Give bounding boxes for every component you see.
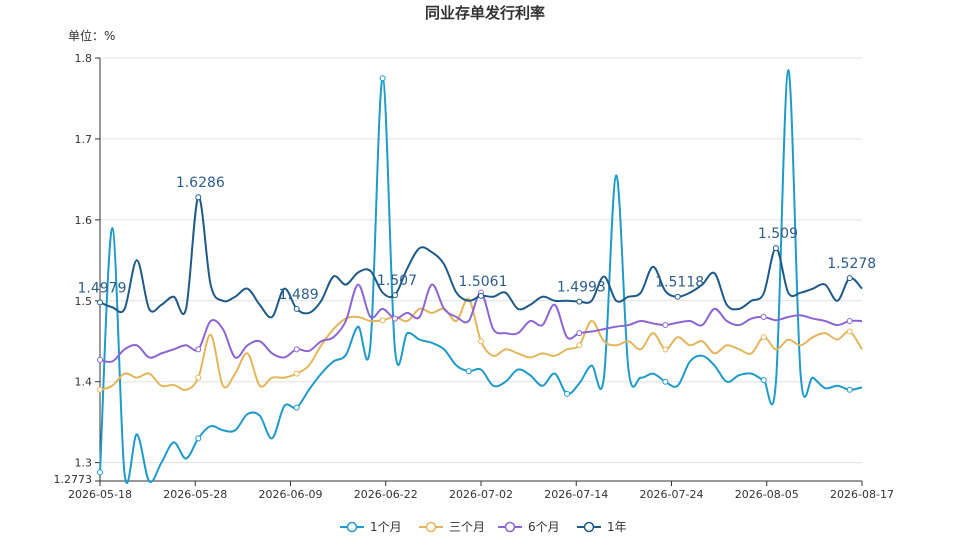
series-2-point: [293, 370, 300, 377]
y-tick-label: 1.8: [75, 52, 93, 65]
data-label: 1.4979: [78, 280, 127, 296]
series-line-4: [99, 196, 863, 319]
data-label: 1.509: [758, 226, 798, 242]
y-tick-label: 1.6: [75, 214, 93, 227]
legend-label: 6个月: [528, 520, 560, 534]
series-1-point: [564, 390, 571, 397]
x-tick-label: 2026-07-24: [640, 488, 704, 501]
data-label: 1.5118: [655, 275, 704, 291]
y-tick-label: 1.4: [75, 376, 93, 389]
series-4-point: [576, 298, 583, 305]
series-1-point: [379, 75, 386, 82]
x-tick-label: 2026-07-02: [449, 488, 513, 501]
series-4-point: [674, 293, 681, 300]
data-label: 1.5061: [459, 274, 508, 290]
x-tick-label: 2026-06-22: [354, 488, 418, 501]
grid-lines: [100, 57, 862, 464]
series-2-point: [662, 346, 669, 353]
series-3-point: [391, 315, 398, 322]
legend-swatch-dot: [425, 521, 437, 533]
series-2-point: [97, 386, 103, 393]
series-3-point: [293, 346, 300, 353]
series-4-point: [478, 292, 484, 299]
data-label: 1.507: [377, 273, 417, 289]
series-3-point: [662, 322, 669, 329]
y-tick-label: 1.3: [75, 457, 93, 470]
x-tick-label: 2026-05-18: [68, 488, 132, 501]
x-tick-label: 2026-08-17: [830, 488, 894, 501]
x-tick-label: 2026-05-28: [163, 488, 227, 501]
legend-swatch-dot: [583, 521, 595, 533]
series-1-point: [195, 435, 202, 442]
series-3-point: [760, 313, 767, 320]
data-label: 1.4993: [557, 280, 606, 296]
legend-item-2[interactable]: 三个月: [419, 520, 485, 534]
series-3-point: [97, 356, 103, 363]
legend-swatch-dot: [346, 521, 358, 533]
series-2-point: [478, 338, 484, 345]
unit-label: 单位：%: [68, 28, 115, 43]
series-2-point: [195, 374, 202, 381]
series-2-point: [846, 328, 853, 335]
series-4-point: [195, 194, 202, 201]
series-4-point: [772, 245, 779, 252]
series-1-point: [293, 404, 300, 411]
x-tick-label: 2026-06-09: [259, 488, 323, 501]
legend-label: 1年: [607, 520, 627, 534]
series-3-point: [846, 318, 853, 325]
chart-title: 同业存单发行利率: [425, 4, 545, 22]
series-3-point: [576, 330, 583, 337]
series-4-point: [846, 275, 853, 282]
legend-label: 三个月: [449, 520, 485, 534]
legend-label: 1个月: [370, 520, 402, 534]
series-1-point: [760, 377, 767, 384]
series-4-point: [391, 292, 398, 299]
series-1-point: [465, 368, 472, 375]
y-tick-label: 1.5: [75, 295, 93, 308]
legend-swatch-dot: [504, 521, 516, 533]
y-tick-label: 1.7: [75, 133, 93, 146]
data-label: 1.5278: [827, 256, 876, 272]
series-3-point: [195, 346, 202, 353]
series-1-point: [846, 386, 853, 393]
legend-item-4[interactable]: 1年: [577, 520, 627, 534]
series-2-point: [379, 317, 386, 324]
series-1-point: [97, 469, 103, 476]
legend-item-3[interactable]: 6个月: [498, 520, 560, 534]
data-labels: 1.4979 1.6286 1.489 1.507 1.5061 1.4993 1.5118…: [78, 175, 877, 303]
legend[interactable]: 1个月 三个月 6个月 1年: [340, 520, 627, 534]
data-label: 1.489: [279, 287, 319, 303]
x-tick-label: 2026-08-05: [735, 488, 799, 501]
series-2-point: [760, 334, 767, 341]
x-tick-label: 2026-07-14: [544, 488, 608, 501]
axes: 1.3 1.4 1.5 1.6 1.7 1.8 1.2773 2026-05-18 2026-0…: [54, 52, 894, 501]
data-label: 1.6286: [176, 175, 225, 191]
series-line-2: [99, 298, 863, 391]
series-4-point: [97, 299, 103, 306]
y-min-label: 1.2773: [54, 473, 93, 486]
series-line-1: [99, 69, 863, 484]
legend-item-1[interactable]: 1个月: [340, 520, 402, 534]
series-1-point: [662, 378, 669, 385]
series-2-point: [576, 342, 583, 349]
series-markers: [97, 75, 853, 476]
series-4-point: [293, 305, 300, 312]
